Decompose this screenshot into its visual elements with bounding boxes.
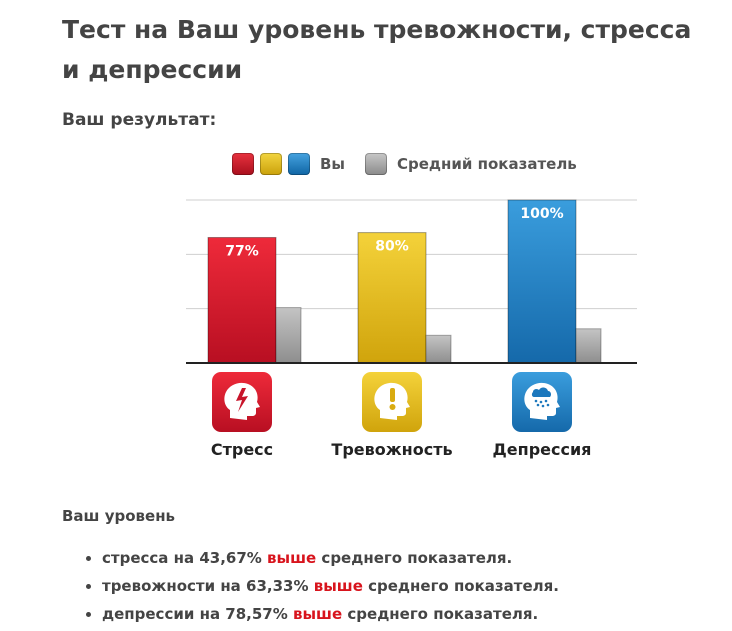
depression-head-icon bbox=[512, 372, 572, 432]
level-item-anxiety: тревожности на 63,33% выше среднего пока… bbox=[102, 572, 559, 600]
level-text: тревожности на 63,33% bbox=[102, 577, 314, 595]
bar-value-label-1: 80% bbox=[375, 239, 409, 255]
legend-swatch-gray bbox=[365, 153, 387, 175]
legend-label-average: Средний показатель bbox=[397, 155, 577, 173]
legend-swatch-yellow bbox=[260, 153, 282, 175]
stress-head-icon bbox=[212, 372, 272, 432]
highlight-word: выше bbox=[293, 605, 343, 623]
bar-average-2 bbox=[575, 328, 602, 364]
legend-swatch-blue bbox=[288, 153, 310, 175]
bar-average-0 bbox=[275, 307, 302, 364]
level-heading: Ваш уровень bbox=[62, 507, 176, 525]
category-label-stress: Стресс bbox=[210, 440, 274, 459]
level-list: стресса на 43,67% выше среднего показате… bbox=[62, 544, 559, 628]
highlight-word: выше bbox=[267, 549, 317, 567]
bar-you-0 bbox=[207, 236, 277, 364]
bar-you-2 bbox=[507, 199, 577, 364]
page-title: Тест на Ваш уровень тревожности, стресса… bbox=[62, 15, 692, 84]
result-heading: Ваш результат: bbox=[62, 110, 217, 130]
legend-label-you: Вы bbox=[320, 155, 345, 173]
category-label-anxiety: Тревожность bbox=[331, 440, 453, 459]
level-text: среднего показателя. bbox=[362, 577, 559, 595]
level-item-stress: стресса на 43,67% выше среднего показате… bbox=[102, 544, 559, 572]
bar-value-label-0: 77% bbox=[225, 243, 259, 259]
anxiety-head-icon bbox=[362, 372, 422, 432]
level-item-depression: депрессии на 78,57% выше среднего показа… bbox=[102, 600, 559, 628]
level-text: стресса на 43,67% bbox=[102, 549, 268, 567]
bar-average-1 bbox=[425, 334, 452, 364]
level-text: среднего показателя. bbox=[342, 605, 539, 623]
legend-swatch-red bbox=[232, 153, 254, 175]
level-text: среднего показателя. bbox=[316, 549, 513, 567]
bar-you-1 bbox=[357, 232, 427, 364]
bar-value-label-2: 100% bbox=[520, 206, 563, 222]
category-label-depression: Депрессия bbox=[492, 440, 592, 459]
level-text: депрессии на 78,57% bbox=[102, 605, 293, 623]
chart-legend: Вы Средний показатель bbox=[232, 151, 595, 177]
highlight-word: выше bbox=[313, 577, 363, 595]
